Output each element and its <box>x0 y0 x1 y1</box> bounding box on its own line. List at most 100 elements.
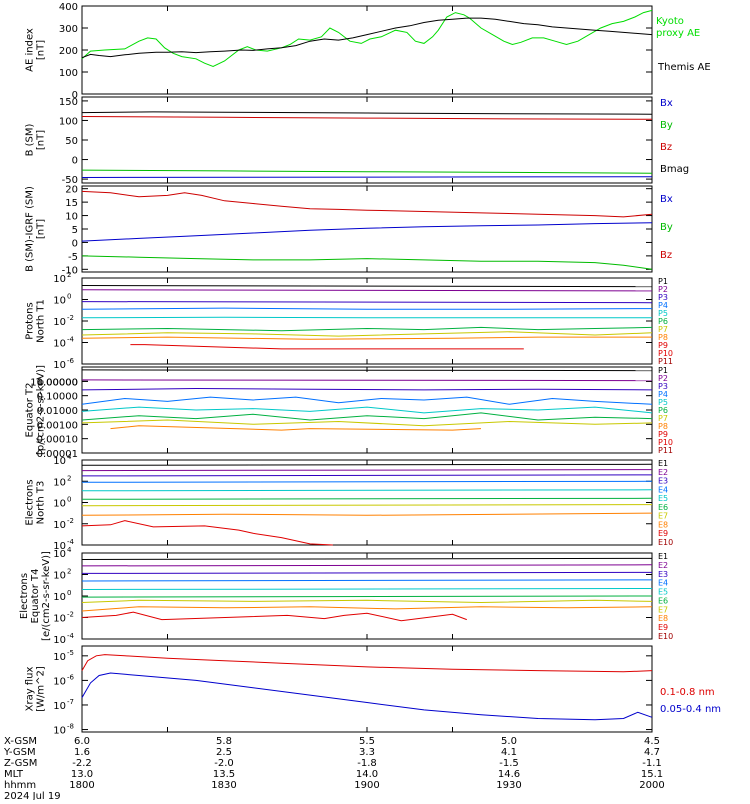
legend-entry-p3: P3 <box>658 382 668 391</box>
y-axis-label: Electrons <box>25 479 36 525</box>
legend-entry-p7: P7 <box>658 325 668 334</box>
ephemeris-value: 15.1 <box>641 769 663 780</box>
series-line-0-1-0-8-nm <box>81 654 653 673</box>
y-tick-label: -10 <box>62 265 78 276</box>
series-line-kyoto-proxy-ae <box>81 9 653 68</box>
legend-by: By <box>660 120 673 131</box>
y-tick-label: 100 <box>59 116 78 127</box>
legend-xray-short: 0.05-0.4 nm <box>660 704 721 715</box>
series-line-p5 <box>81 406 653 414</box>
y-tick-label: 400 <box>59 2 78 13</box>
ephemeris-value: 13.0 <box>71 769 93 780</box>
legend-entry-p2: P2 <box>658 374 668 383</box>
y-tick-label: 10 <box>53 614 66 625</box>
y-axis-label: B (SM)-IGRF (SM) <box>25 186 36 272</box>
series-line-p4 <box>81 396 653 405</box>
legend-entry-e8: E8 <box>658 520 668 529</box>
legend-entry-p8: P8 <box>658 422 668 431</box>
ephemeris-value: 2000 <box>639 780 664 791</box>
series-line-e10 <box>81 611 467 622</box>
legend-bmag: Bmag <box>660 164 689 175</box>
series-line-e8 <box>81 512 653 516</box>
y-tick-label: 10 <box>53 499 66 510</box>
y-tick-exponent: 2 <box>67 568 71 576</box>
y-tick-label: 10 <box>53 652 66 663</box>
series-line-e4 <box>81 579 653 582</box>
legend-entry-e5: E5 <box>658 494 668 503</box>
series-line-p7 <box>81 412 653 421</box>
ephemeris-row-label: MLT <box>4 769 24 780</box>
y-tick-exponent: -2 <box>67 314 74 322</box>
y-tick-exponent: 4 <box>67 453 72 461</box>
y-axis-label: Xray flux <box>25 667 36 712</box>
ephemeris-value: 1.6 <box>74 747 90 758</box>
series-line-p2 <box>81 289 653 292</box>
ephemeris-row-label: 2024 Jul 19 <box>4 791 61 800</box>
series-line-e1 <box>81 557 653 560</box>
legend-entry-p6: P6 <box>658 406 668 415</box>
y-tick-exponent: -7 <box>67 698 74 706</box>
legend-entry-p9: P9 <box>658 430 668 439</box>
ephemeris-value: 4.5 <box>644 736 660 747</box>
ephemeris-value: 5.0 <box>501 736 517 747</box>
legend-entry-p10: P10 <box>658 349 673 358</box>
y-tick-label: 10 <box>53 541 66 552</box>
series-line-by <box>81 169 653 174</box>
legend-entry-p5: P5 <box>658 398 668 407</box>
series-line-e5 <box>81 588 653 590</box>
series-line-0-05-0-4-nm <box>81 672 653 721</box>
series-line-e2 <box>81 469 653 472</box>
series-line-p3 <box>81 301 653 304</box>
legend-entry-p10: P10 <box>658 438 673 447</box>
series-line-p4 <box>81 307 653 310</box>
legend-entry-e7: E7 <box>658 605 668 614</box>
legend-entry-p1: P1 <box>658 277 668 286</box>
series-line-p10 <box>130 344 524 350</box>
legend-entry-e6: E6 <box>658 503 668 512</box>
legend-entry-p6: P6 <box>658 317 668 326</box>
legend-entry-e7: E7 <box>658 512 668 521</box>
series-line-p8 <box>81 419 653 427</box>
y-tick-label: 0 <box>72 156 78 167</box>
legend-xray-long: 0.1-0.8 nm <box>660 687 715 698</box>
y-tick-label: 0.10000 <box>37 392 78 403</box>
y-axis-label: AE index <box>25 28 36 72</box>
y-tick-label: 200 <box>59 46 78 57</box>
y-tick-label: 10 <box>53 317 66 328</box>
legend-entry-e9: E9 <box>658 529 668 538</box>
ephemeris-value: -2.2 <box>72 758 92 769</box>
y-tick-label: 10 <box>53 274 66 285</box>
series-line-bx <box>81 176 653 178</box>
series-line-e2 <box>81 564 653 567</box>
series-line-themis-ae <box>81 17 653 59</box>
ephemeris-value: 1830 <box>211 780 236 791</box>
series-line-bz <box>81 116 653 120</box>
series-line-p3 <box>81 387 653 391</box>
ephemeris-value: -1.8 <box>357 758 377 769</box>
legend-bx: Bx <box>660 98 673 109</box>
legend-entry-p7: P7 <box>658 414 668 423</box>
legend-entry-e8: E8 <box>658 614 668 623</box>
legend-bz: Bz <box>660 250 672 261</box>
series-line-e6 <box>81 497 653 500</box>
y-axis-label: [e/(cm2-s-sr-keV)] <box>41 551 52 641</box>
y-tick-exponent: -8 <box>67 723 74 731</box>
y-tick-label: 50 <box>65 136 78 147</box>
y-tick-label: 10 <box>53 339 66 350</box>
legend-entry-e1: E1 <box>658 459 668 468</box>
series-line-p7 <box>81 331 653 337</box>
ephemeris-value: -1.1 <box>642 758 662 769</box>
legend-by: By <box>660 222 673 233</box>
y-axis-label: [W/m^2] <box>36 666 47 712</box>
series-line-e10 <box>81 520 333 546</box>
ephemeris-row-label: hhmm <box>4 780 36 791</box>
y-tick-exponent: -2 <box>67 611 74 619</box>
panel-6-frame <box>81 459 653 546</box>
series-line-e8 <box>81 606 653 612</box>
ephemeris-value: 2.5 <box>216 747 232 758</box>
y-axis-label: Electrons <box>19 573 30 619</box>
legend-entry-p9: P9 <box>658 341 668 350</box>
y-tick-label: 10 <box>53 549 66 560</box>
legend-entry-p5: P5 <box>658 309 668 318</box>
